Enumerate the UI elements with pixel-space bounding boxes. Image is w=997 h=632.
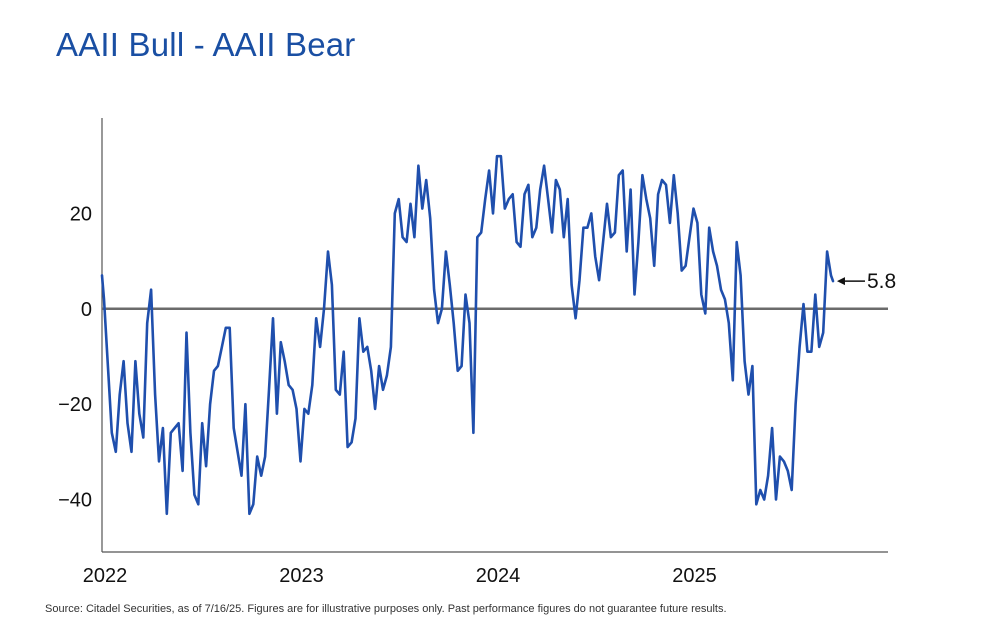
annotation-label: 5.8 <box>867 270 896 293</box>
chart-title: AAII Bull - AAII Bear <box>56 26 356 63</box>
x-tick-label: 2023 <box>279 565 324 587</box>
y-tick-label: −20 <box>58 394 92 416</box>
axes <box>101 118 888 553</box>
tick-labels: 20 0 −20 −40 2022 2023 2024 2025 <box>58 203 717 587</box>
annotation: 5.8 <box>836 270 896 293</box>
source-footnote: Source: Citadel Securities, as of 7/16/2… <box>45 603 727 615</box>
y-tick-label: −40 <box>58 490 92 512</box>
x-tick-label: 2024 <box>476 565 521 587</box>
chart-panel <box>40 25 900 605</box>
x-tick-label: 2025 <box>672 565 717 587</box>
x-tick-label: 2022 <box>83 565 128 587</box>
annotation-arrow-head <box>836 277 845 286</box>
series-group <box>100 154 835 516</box>
series-line <box>100 154 835 516</box>
y-tick-label: 20 <box>70 203 92 225</box>
y-tick-label: 0 <box>81 299 92 321</box>
